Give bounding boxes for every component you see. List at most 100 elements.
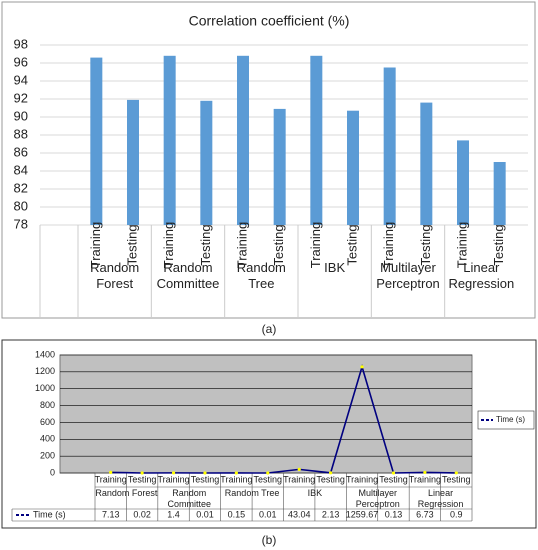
- x-tick-label: Testing: [198, 224, 213, 265]
- y-tick-label: 88: [14, 126, 28, 141]
- group-label: IBK: [324, 260, 346, 275]
- y-tick-label: 1200: [35, 366, 55, 376]
- bar: [420, 102, 433, 225]
- x-tick-label: Training: [234, 222, 249, 268]
- x-tick-label: Testing: [316, 474, 345, 484]
- table-value: 0.13: [385, 509, 403, 519]
- table-value: 0.9: [450, 509, 463, 519]
- group-label: Random Committee: [167, 488, 211, 509]
- group-label: Multilayer Perceptron: [355, 488, 400, 509]
- x-tick-label: Testing: [191, 474, 220, 484]
- group-label: IBK: [307, 488, 323, 498]
- table-value: 0.02: [133, 509, 151, 519]
- x-tick-label: Training: [454, 222, 469, 268]
- legend-box: [477, 410, 535, 430]
- caption: (a): [262, 322, 277, 336]
- x-tick-label: Testing: [271, 224, 286, 265]
- y-tick-label: 98: [14, 36, 28, 51]
- marker: [329, 471, 333, 475]
- chart-frame: [1, 339, 537, 529]
- x-tick-label: Training: [220, 474, 252, 484]
- group-label: Random Forest: [90, 260, 140, 291]
- bar: [457, 140, 469, 225]
- marker: [234, 471, 238, 475]
- bar: [90, 57, 103, 225]
- table-value: 0.01: [259, 509, 277, 519]
- table-value: 1259.67: [346, 509, 379, 519]
- x-tick-label: Testing: [379, 474, 408, 484]
- y-tick-label: 96: [14, 54, 28, 69]
- y-tick-label: 0: [50, 467, 55, 477]
- marker: [391, 471, 396, 475]
- marker: [171, 471, 176, 475]
- bar: [347, 110, 359, 225]
- x-tick-label: Testing: [418, 224, 433, 265]
- group-label: Random Forest: [95, 488, 158, 498]
- x-tick-label: Testing: [344, 224, 359, 265]
- x-tick-label: Training: [95, 474, 127, 484]
- table-value: 0.15: [228, 509, 246, 519]
- bar: [383, 67, 396, 225]
- group-label: Random Committee: [156, 260, 220, 291]
- marker: [266, 471, 270, 475]
- bar: [493, 162, 506, 225]
- y-tick-label: 600: [40, 417, 55, 427]
- group-label: Random Tree: [236, 260, 286, 291]
- y-tick-label: 82: [14, 180, 28, 195]
- x-tick-label: Training: [161, 222, 176, 268]
- y-tick-label: 80: [14, 198, 28, 213]
- legend-label: Time (s): [496, 415, 525, 424]
- line: [110, 364, 457, 474]
- chart-frame: [1, 1, 536, 319]
- marker: [360, 365, 364, 369]
- bar: [163, 55, 176, 225]
- y-tick-label: 92: [14, 90, 28, 105]
- x-tick-label: Training: [88, 222, 103, 268]
- table-value: 2.13: [322, 509, 340, 519]
- x-tick-label: Training: [283, 474, 315, 484]
- x-tick-label: Training: [157, 474, 189, 484]
- plot-area: [59, 354, 473, 474]
- table-value: 7.13: [102, 509, 120, 519]
- y-tick-label: 84: [14, 162, 28, 177]
- caption: (b): [262, 533, 277, 547]
- x-tick-label: Testing: [254, 474, 283, 484]
- table-value: 43.04: [288, 509, 311, 519]
- chart-title: Correlation coefficient (%): [189, 13, 350, 29]
- group-label: Random Tree: [224, 488, 280, 498]
- x-tick-label: Training: [308, 222, 323, 268]
- table-value: 1.4: [167, 509, 180, 519]
- bar: [310, 55, 323, 225]
- y-tick-label: 1400: [35, 349, 55, 359]
- table-value: 6.73: [416, 509, 434, 519]
- bar: [237, 55, 249, 225]
- x-tick-label: Testing: [442, 474, 471, 484]
- table-series-name: Time (s): [33, 509, 66, 519]
- y-tick-label: 800: [40, 400, 55, 410]
- marker: [423, 470, 427, 475]
- group-label: Linear Regression: [417, 488, 464, 509]
- y-tick-label: 1000: [35, 383, 55, 393]
- marker: [203, 471, 207, 475]
- bar: [127, 99, 139, 225]
- bar: [273, 108, 286, 225]
- y-tick-label: 400: [40, 434, 55, 444]
- y-tick-label: 94: [14, 72, 28, 87]
- marker: [109, 470, 113, 474]
- bar: [200, 100, 213, 225]
- y-tick-label: 200: [40, 451, 55, 461]
- x-tick-label: Training: [381, 222, 396, 268]
- y-tick-label: 78: [14, 216, 28, 231]
- group-label: Linear Regression: [448, 260, 515, 291]
- marker: [140, 471, 144, 475]
- y-tick-label: 86: [14, 144, 28, 159]
- x-tick-label: Testing: [491, 224, 506, 265]
- table-value: 0.01: [196, 509, 214, 519]
- x-tick-label: Testing: [128, 474, 157, 484]
- x-tick-label: Training: [409, 474, 441, 484]
- marker: [454, 471, 458, 475]
- x-tick-label: Testing: [124, 224, 139, 265]
- x-tick-label: Training: [346, 474, 378, 484]
